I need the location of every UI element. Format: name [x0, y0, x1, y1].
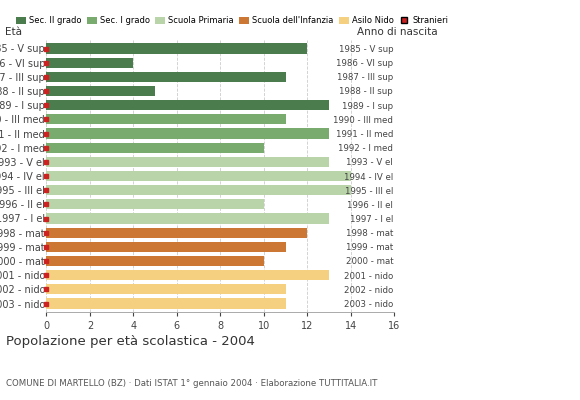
- Bar: [46, 128, 329, 139]
- Bar: [46, 86, 155, 96]
- Bar: [46, 298, 285, 309]
- Bar: [46, 270, 329, 280]
- Bar: [46, 256, 264, 266]
- Bar: [46, 100, 329, 110]
- Bar: [46, 214, 329, 224]
- Bar: [46, 199, 264, 210]
- Bar: [46, 72, 285, 82]
- Bar: [46, 185, 351, 195]
- Bar: [46, 44, 307, 54]
- Bar: [46, 228, 307, 238]
- Bar: [46, 284, 285, 294]
- Text: Popolazione per età scolastica - 2004: Popolazione per età scolastica - 2004: [6, 335, 255, 348]
- Bar: [46, 242, 285, 252]
- Bar: [46, 114, 285, 124]
- Bar: [46, 171, 351, 181]
- Bar: [46, 58, 133, 68]
- Legend: Sec. II grado, Sec. I grado, Scuola Primaria, Scuola dell'Infanzia, Asilo Nido, : Sec. II grado, Sec. I grado, Scuola Prim…: [16, 16, 448, 25]
- Text: Età: Età: [5, 27, 21, 37]
- Text: Anno di nascita: Anno di nascita: [357, 27, 438, 37]
- Text: COMUNE DI MARTELLO (BZ) · Dati ISTAT 1° gennaio 2004 · Elaborazione TUTTITALIA.I: COMUNE DI MARTELLO (BZ) · Dati ISTAT 1° …: [6, 379, 377, 388]
- Bar: [46, 142, 264, 153]
- Bar: [46, 157, 329, 167]
